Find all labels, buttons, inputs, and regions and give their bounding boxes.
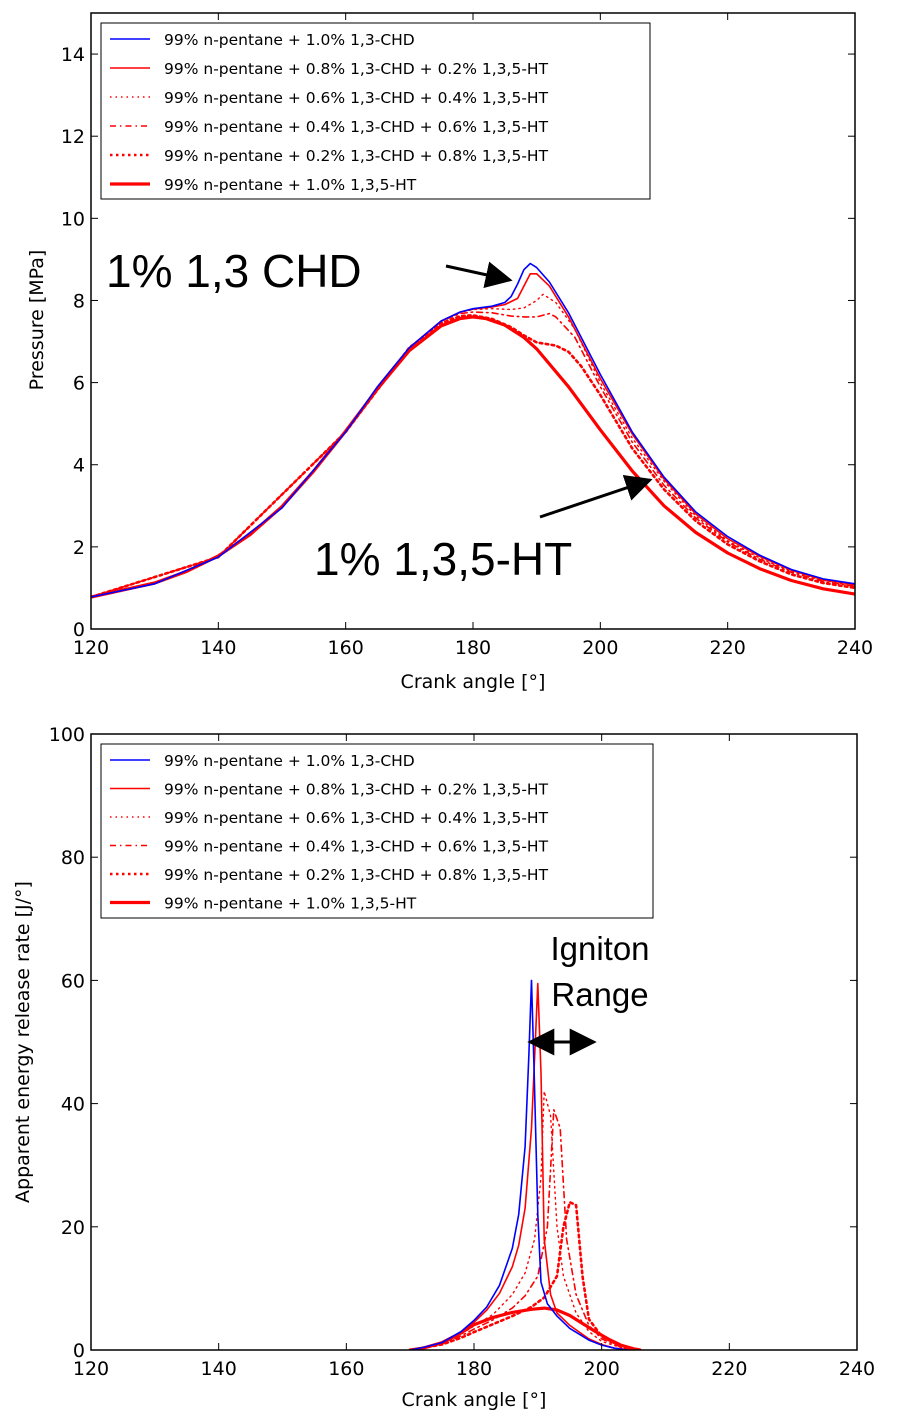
annotation-ht: 1% 1,3,5-HT [314, 533, 572, 585]
annotation-chd-arrow [445, 261, 513, 288]
pressure-xtick-label-6: 240 [837, 637, 873, 659]
pressure-legend-label-0: 99% n-pentane + 1.0% 1,3-CHD [164, 31, 415, 49]
energy-xtick-label-4: 200 [584, 1358, 620, 1380]
energy-xtick-label-6: 240 [839, 1358, 875, 1380]
energy-x-label: Crank angle [°] [402, 1389, 547, 1411]
energy-xtick-label-1: 140 [201, 1358, 237, 1380]
annotation-chd: 1% 1,3 CHD [106, 245, 362, 297]
energy-legend-label-1: 99% n-pentane + 0.8% 1,3-CHD + 0.2% 1,3,… [164, 781, 549, 799]
pressure-annotations: 1% 1,3 CHD 1% 1,3,5-HT [106, 245, 653, 585]
pressure-ytick-label-4: 8 [73, 290, 85, 312]
pressure-legend: 99% n-pentane + 1.0% 1,3-CHD 99% n-pentan… [100, 22, 651, 200]
energy-chart: 120 140 160 180 200 220 240 0 20 40 60 80 100 99% n-… [12, 724, 875, 1411]
energy-xtick-label-3: 180 [456, 1358, 492, 1380]
energy-series-line-3 [409, 1109, 635, 1350]
energy-series-group [408, 979, 642, 1350]
pressure-series-line-4 [91, 314, 855, 599]
energy-plot-frame [90, 733, 858, 1351]
energy-xtick-label-0: 120 [73, 1358, 109, 1380]
pressure-ytick-label-7: 14 [61, 44, 85, 66]
energy-series-line-0 [409, 979, 628, 1350]
pressure-legend-label-3: 99% n-pentane + 0.4% 1,3-CHD + 0.6% 1,3,… [164, 118, 549, 136]
energy-xtick-label-2: 160 [328, 1358, 364, 1380]
energy-ticks: 120 140 160 180 200 220 240 0 20 40 60 80 100 [49, 724, 875, 1380]
energy-ytick-label-3: 60 [61, 970, 85, 992]
pressure-ytick-label-1: 2 [73, 537, 85, 559]
pressure-series-group [91, 262, 855, 599]
pressure-ytick-label-0: 0 [73, 619, 85, 641]
pressure-series-line-0 [91, 262, 855, 598]
pressure-ticks: 120 140 160 180 200 220 240 0 2 4 6 8 10 12 14 [61, 13, 873, 659]
pressure-legend-box [100, 22, 651, 200]
pressure-legend-label-4: 99% n-pentane + 0.2% 1,3-CHD + 0.8% 1,3,… [164, 147, 549, 165]
pressure-legend-label-5: 99% n-pentane + 1.0% 1,3,5-HT [164, 176, 417, 194]
pressure-xtick-label-5: 220 [710, 637, 746, 659]
energy-legend: 99% n-pentane + 1.0% 1,3-CHD 99% n-pentan… [100, 743, 654, 919]
pressure-xtick-label-4: 200 [582, 637, 618, 659]
energy-legend-label-5: 99% n-pentane + 1.0% 1,3,5-HT [164, 895, 417, 913]
energy-legend-label-2: 99% n-pentane + 0.6% 1,3-CHD + 0.4% 1,3,… [164, 809, 549, 827]
energy-series-line-1 [409, 982, 635, 1350]
pressure-y-label: Pressure [MPa] [26, 250, 48, 391]
energy-series-line-2 [409, 1090, 635, 1350]
pressure-legend-label-2: 99% n-pentane + 0.6% 1,3-CHD + 0.4% 1,3,… [164, 89, 549, 107]
energy-ytick-label-4: 80 [61, 847, 85, 869]
energy-legend-box [100, 743, 654, 919]
pressure-xtick-label-2: 160 [328, 637, 364, 659]
energy-ytick-label-0: 0 [73, 1340, 85, 1362]
energy-y-label: Apparent energy release rate [J/°] [12, 881, 34, 1203]
energy-ytick-label-2: 40 [61, 1094, 85, 1116]
pressure-ytick-label-5: 10 [61, 208, 85, 230]
annotation-range: Range [551, 976, 648, 1013]
energy-xtick-label-5: 220 [711, 1358, 747, 1380]
energy-ytick-label-5: 100 [49, 724, 85, 746]
pressure-xtick-label-0: 120 [73, 637, 109, 659]
pressure-x-label: Crank angle [°] [401, 671, 546, 693]
pressure-legend-label-1: 99% n-pentane + 0.8% 1,3-CHD + 0.2% 1,3,… [164, 60, 549, 78]
pressure-ytick-label-3: 6 [73, 373, 85, 395]
pressure-xtick-label-1: 140 [200, 637, 236, 659]
energy-legend-label-0: 99% n-pentane + 1.0% 1,3-CHD [164, 752, 415, 770]
pressure-xtick-label-3: 180 [455, 637, 491, 659]
pressure-ytick-label-6: 12 [61, 126, 85, 148]
pressure-chart: 120 140 160 180 200 220 240 0 2 4 6 8 10 12 14 99% n-p… [26, 12, 873, 693]
pressure-plot-frame [90, 12, 856, 630]
pressure-ytick-label-2: 4 [73, 455, 85, 477]
energy-legend-label-4: 99% n-pentane + 0.2% 1,3-CHD + 0.8% 1,3,… [164, 866, 549, 884]
annotation-igniton: Igniton [550, 930, 649, 967]
energy-annotations: Igniton Range [527, 930, 650, 1056]
energy-series-line-4 [408, 1200, 642, 1350]
energy-ytick-label-1: 20 [61, 1217, 85, 1239]
annotation-ht-arrow [539, 474, 653, 519]
energy-legend-label-3: 99% n-pentane + 0.4% 1,3-CHD + 0.6% 1,3,… [164, 838, 549, 856]
